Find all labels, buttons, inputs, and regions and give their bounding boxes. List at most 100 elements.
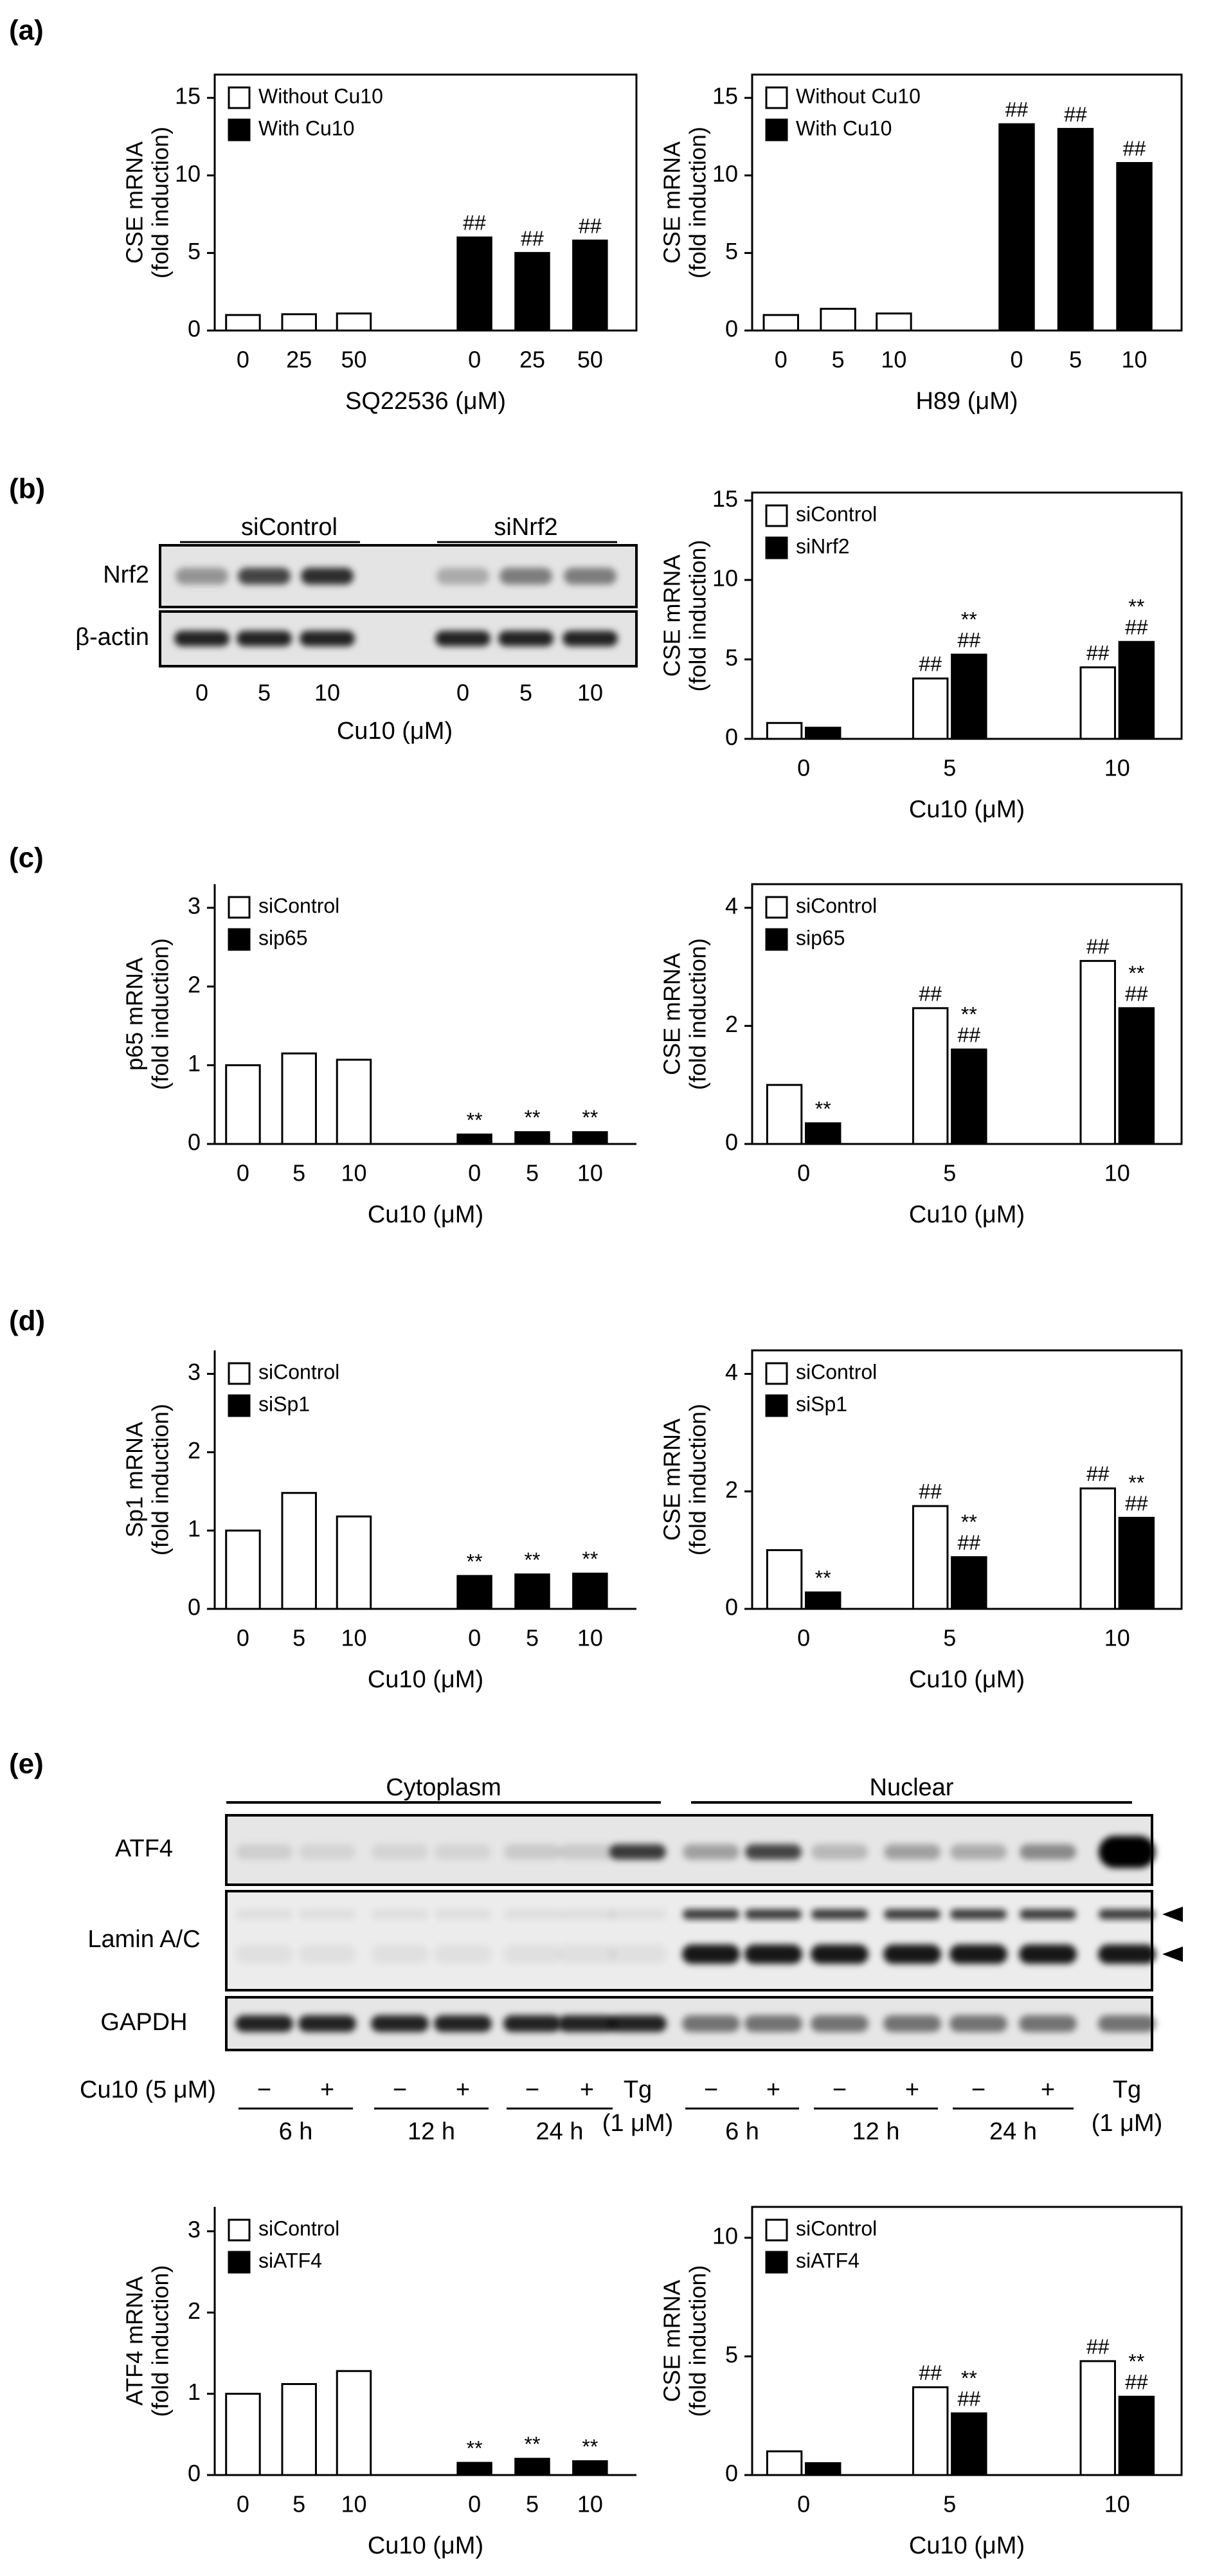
legend-label: sip65 (258, 926, 308, 949)
x-tick-label: 5 (292, 1160, 305, 1186)
blot-band (235, 2015, 293, 2032)
lane-label: + (456, 2076, 470, 2103)
legend-swatch (765, 2218, 788, 2242)
bar (336, 1515, 372, 1610)
bar (820, 307, 856, 332)
legend-swatch (765, 1394, 788, 1417)
bar (951, 653, 987, 740)
bar (805, 1122, 842, 1145)
bar (1057, 127, 1094, 332)
bar (1118, 2395, 1155, 2476)
y-tick-label: 5 (725, 644, 738, 671)
legend-swatch (765, 1362, 788, 1385)
y-tick-label: 15 (175, 83, 201, 109)
blot-band (884, 1844, 941, 1860)
bar (876, 312, 912, 332)
blot-band (883, 2015, 941, 2032)
y-tick-label: 15 (712, 83, 738, 109)
blot-band (609, 1945, 667, 1964)
y-axis-label: (fold induction) (147, 938, 174, 1090)
blot-band (562, 631, 618, 646)
blot-band (683, 1844, 739, 1860)
bar (336, 2370, 372, 2476)
y-tick-label: 0 (188, 316, 201, 342)
blot-band (498, 631, 554, 646)
significance-label: ** (467, 2436, 483, 2460)
blot-band (1098, 2015, 1156, 2032)
blot-band (682, 1945, 740, 1964)
legend-label: siSp1 (258, 1392, 310, 1415)
y-tick-label: 0 (725, 2460, 738, 2487)
blot-band (1020, 1844, 1076, 1860)
significance-label: ## (1125, 982, 1148, 1005)
significance-label: ** (1128, 2350, 1144, 2373)
blot-box (225, 1890, 1153, 1991)
bar (766, 1549, 803, 1610)
x-tick-label: 0 (797, 2491, 810, 2517)
blot-header: Cytoplasm (386, 1774, 501, 1801)
bar (805, 1591, 842, 1610)
significance-label: ## (919, 653, 942, 676)
x-tick-label: 5 (292, 2491, 305, 2517)
y-axis-label: CSE mRNA (659, 141, 685, 264)
legend-label: siControl (258, 894, 339, 917)
legend-swatch (228, 1394, 251, 1417)
blot-band (745, 1909, 802, 1919)
y-tick-label: 0 (188, 1594, 201, 1620)
y-tick-label: 0 (725, 724, 738, 750)
lane-label: 10 (577, 680, 603, 706)
blot-band (683, 1909, 739, 1919)
time-label: 24 h (989, 2118, 1037, 2145)
blot-band (434, 2015, 492, 2032)
x-tick-label: 5 (943, 1625, 956, 1651)
blot-band (609, 1909, 666, 1919)
x-axis-label: Cu10 (μM) (368, 2532, 483, 2559)
significance-label: ## (1005, 98, 1029, 122)
bar (1079, 1487, 1116, 1610)
lane-label: 5 (258, 680, 271, 706)
blot-band (300, 631, 355, 646)
bar (514, 1573, 550, 1610)
y-axis-label: (fold induction) (685, 2265, 711, 2417)
significance-label: ## (1064, 103, 1087, 126)
lane-label: + (1041, 2076, 1055, 2103)
x-tick-label: 10 (577, 1160, 603, 1186)
bar (225, 1064, 261, 1145)
significance-label: ** (1128, 961, 1144, 984)
significance-label: ## (463, 212, 486, 235)
lane-label: − (833, 2076, 847, 2103)
bar (456, 2462, 492, 2476)
bar (572, 1572, 608, 1610)
bar (951, 1048, 987, 1145)
lane-label: 5 (519, 680, 532, 706)
bar (281, 2382, 317, 2476)
blot-band (1019, 2015, 1077, 2032)
x-tick-label: 5 (943, 2491, 956, 2517)
significance-label: ## (1125, 616, 1148, 639)
y-tick-label: 10 (175, 160, 201, 186)
blot-band (299, 1844, 356, 1860)
lane-label: − (257, 2076, 271, 2103)
x-tick-label: 0 (468, 1160, 481, 1186)
legend-label: Without Cu10 (796, 84, 921, 107)
time-label: 6 h (279, 2118, 313, 2145)
significance-label: ## (579, 215, 602, 238)
x-tick-label: 25 (519, 347, 545, 373)
lane-label: − (704, 2076, 718, 2103)
x-tick-label: 5 (832, 347, 845, 373)
x-tick-label: 50 (341, 347, 366, 373)
significance-label: ** (961, 1510, 977, 1534)
y-tick-label: 1 (188, 1516, 201, 1542)
y-tick-label: 10 (712, 2222, 738, 2249)
y-tick-label: 1 (188, 2379, 201, 2405)
lane-label: 0 (456, 680, 469, 706)
x-tick-label: 0 (468, 2491, 481, 2517)
x-tick-label: 5 (526, 2491, 539, 2517)
y-tick-label: 4 (725, 1359, 738, 1385)
blot-band (682, 2015, 740, 2032)
x-tick-label: 10 (341, 2491, 366, 2517)
x-tick-label: 5 (943, 755, 956, 781)
bar (762, 314, 799, 332)
bar (1118, 1516, 1155, 1610)
bar (912, 1505, 949, 1610)
